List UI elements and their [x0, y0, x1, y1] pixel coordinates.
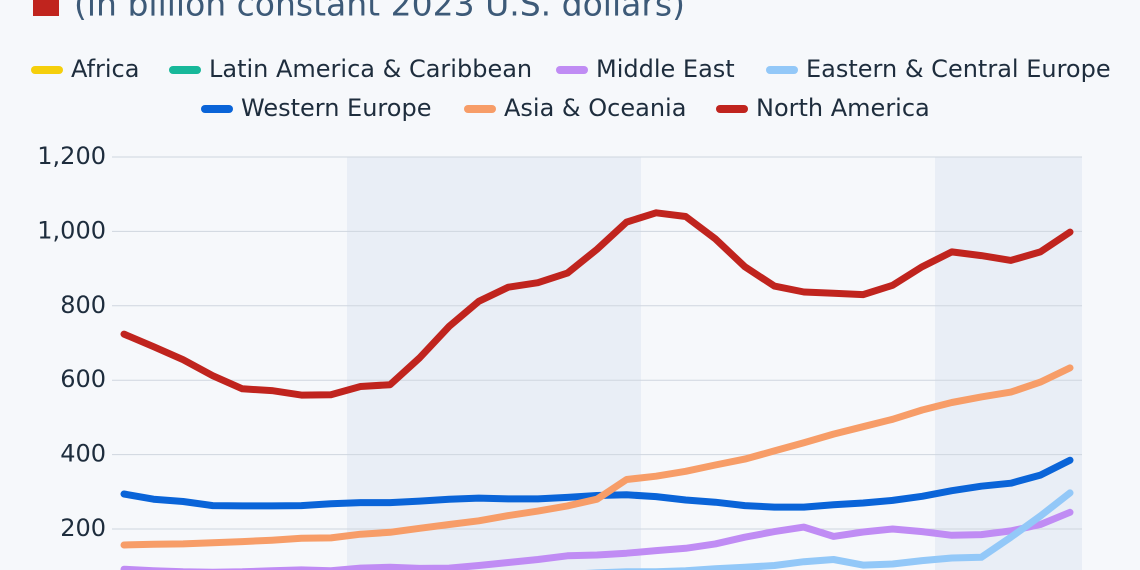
y-tick-label: 400 [60, 440, 106, 468]
series-line [585, 489, 1074, 570]
plot-lines [120, 209, 1074, 570]
y-tick-label: 600 [60, 365, 106, 393]
chart-subtitle: (in billion constant 2023 U.S. dollars) [74, 0, 685, 24]
legend-label: Western Europe [241, 94, 431, 122]
y-tick-label: 200 [60, 514, 106, 542]
series-line [120, 364, 1074, 549]
y-tick-label: 1,200 [37, 142, 106, 170]
y-tick-label: 800 [60, 291, 106, 319]
legend-label: Middle East [596, 55, 735, 83]
band [347, 157, 641, 570]
legend-label: Asia & Oceania [504, 94, 686, 122]
y-tick-label: 1,000 [37, 216, 106, 244]
legend-label: North America [756, 94, 930, 122]
band [935, 157, 1082, 570]
title-marker [33, 0, 59, 16]
legend-label: Africa [71, 55, 139, 83]
legend-label: Latin America & Caribbean [209, 55, 532, 83]
series-line [120, 209, 1074, 399]
series-line [120, 508, 1074, 570]
legend-label: Eastern & Central Europe [806, 55, 1111, 83]
